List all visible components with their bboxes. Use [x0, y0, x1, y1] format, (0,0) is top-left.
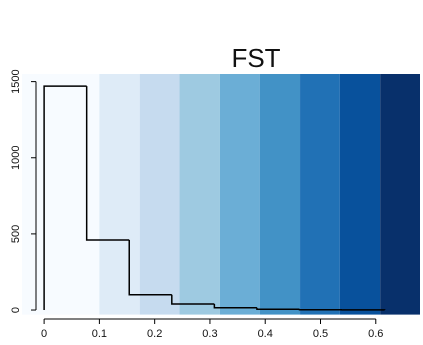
y-tick-label: 1000 [10, 146, 22, 170]
histogram-step [256, 307, 300, 311]
color-band [300, 74, 340, 315]
histogram-step [128, 239, 172, 296]
color-band [259, 74, 301, 315]
y-tick-label: 1500 [10, 69, 22, 93]
color-band [339, 74, 381, 315]
histogram-step [43, 85, 87, 311]
bands [22, 74, 420, 315]
x-tick-label: 0.1 [92, 328, 107, 340]
color-band [22, 74, 100, 315]
histogram-step [213, 303, 257, 309]
y-tick-label: 500 [10, 225, 22, 243]
color-band [179, 74, 220, 315]
color-band [139, 74, 180, 315]
histogram-step [85, 86, 130, 241]
color-band [380, 74, 420, 315]
y-tick-label: 0 [10, 307, 22, 313]
color-band [99, 74, 140, 315]
chart-title: FST [231, 43, 280, 73]
x-tick-label: 0.5 [313, 328, 328, 340]
x-tick-label: 0 [41, 328, 47, 340]
color-band [219, 74, 260, 315]
x-tick-label: 0.3 [202, 328, 217, 340]
histogram-step [171, 294, 215, 305]
x-tick-label: 0.4 [258, 328, 273, 340]
x-tick-label: 0.6 [368, 328, 383, 340]
x-tick-label: 0.2 [147, 328, 162, 340]
